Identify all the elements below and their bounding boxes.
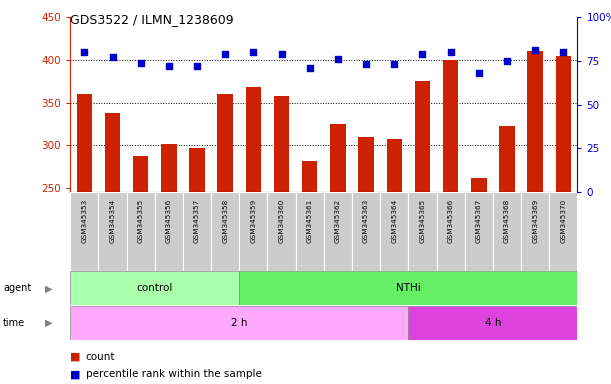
Bar: [471, 177, 486, 192]
Point: [108, 55, 117, 61]
Point: [558, 49, 568, 55]
Bar: [555, 56, 571, 192]
Text: GSM345361: GSM345361: [307, 198, 313, 243]
Point: [277, 51, 287, 57]
Point: [417, 51, 427, 57]
Bar: [465, 192, 493, 271]
Bar: [330, 124, 346, 192]
Point: [502, 58, 512, 64]
Bar: [70, 306, 408, 340]
Point: [530, 47, 540, 53]
Text: 2 h: 2 h: [231, 318, 247, 328]
Bar: [415, 81, 430, 192]
Text: GSM345369: GSM345369: [532, 198, 538, 243]
Point: [164, 63, 174, 69]
Bar: [161, 144, 177, 192]
Text: ▶: ▶: [45, 318, 52, 328]
Text: GSM345367: GSM345367: [476, 198, 482, 243]
Bar: [70, 271, 240, 305]
Text: GDS3522 / ILMN_1238609: GDS3522 / ILMN_1238609: [70, 13, 234, 26]
Bar: [324, 192, 352, 271]
Bar: [493, 192, 521, 271]
Bar: [240, 192, 268, 271]
Text: GSM345365: GSM345365: [419, 198, 425, 243]
Point: [333, 56, 343, 62]
Text: agent: agent: [3, 283, 31, 293]
Bar: [76, 94, 92, 192]
Bar: [268, 192, 296, 271]
Bar: [274, 96, 290, 192]
Text: GSM345359: GSM345359: [251, 198, 257, 243]
Bar: [133, 156, 148, 192]
Text: count: count: [86, 352, 115, 362]
Bar: [126, 192, 155, 271]
Bar: [549, 192, 577, 271]
Point: [249, 49, 258, 55]
Bar: [302, 161, 318, 192]
Bar: [211, 192, 240, 271]
Text: GSM345368: GSM345368: [504, 198, 510, 243]
Bar: [380, 192, 408, 271]
Text: GSM345356: GSM345356: [166, 198, 172, 243]
Text: GSM345362: GSM345362: [335, 198, 341, 243]
Point: [474, 70, 484, 76]
Text: GSM345366: GSM345366: [448, 198, 453, 243]
Text: GSM345370: GSM345370: [560, 198, 566, 243]
Bar: [499, 126, 514, 192]
Bar: [296, 192, 324, 271]
Text: GSM345353: GSM345353: [81, 198, 87, 243]
Text: NTHi: NTHi: [396, 283, 421, 293]
Bar: [521, 192, 549, 271]
Point: [361, 61, 371, 68]
Point: [389, 61, 399, 68]
Bar: [408, 306, 577, 340]
Bar: [527, 51, 543, 192]
Bar: [155, 192, 183, 271]
Bar: [358, 137, 374, 192]
Bar: [387, 139, 402, 192]
Point: [305, 65, 315, 71]
Text: ▶: ▶: [45, 283, 52, 293]
Text: GSM345360: GSM345360: [279, 198, 285, 243]
Bar: [408, 192, 436, 271]
Bar: [436, 192, 465, 271]
Bar: [189, 148, 205, 192]
Text: control: control: [137, 283, 173, 293]
Bar: [240, 271, 577, 305]
Point: [445, 49, 455, 55]
Point: [221, 51, 230, 57]
Text: GSM345357: GSM345357: [194, 198, 200, 243]
Text: percentile rank within the sample: percentile rank within the sample: [86, 369, 262, 379]
Text: GSM345364: GSM345364: [391, 198, 397, 243]
Text: ■: ■: [70, 369, 81, 379]
Bar: [443, 60, 458, 192]
Text: GSM345354: GSM345354: [109, 198, 115, 243]
Point: [136, 60, 145, 66]
Text: 4 h: 4 h: [485, 318, 501, 328]
Text: GSM345363: GSM345363: [363, 198, 369, 243]
Bar: [246, 87, 261, 192]
Bar: [218, 94, 233, 192]
Text: GSM345358: GSM345358: [222, 198, 229, 243]
Bar: [352, 192, 380, 271]
Text: GSM345355: GSM345355: [137, 198, 144, 243]
Text: time: time: [3, 318, 25, 328]
Bar: [183, 192, 211, 271]
Text: ■: ■: [70, 352, 81, 362]
Bar: [104, 113, 120, 192]
Bar: [98, 192, 126, 271]
Point: [192, 63, 202, 69]
Bar: [70, 192, 98, 271]
Point: [79, 49, 89, 55]
